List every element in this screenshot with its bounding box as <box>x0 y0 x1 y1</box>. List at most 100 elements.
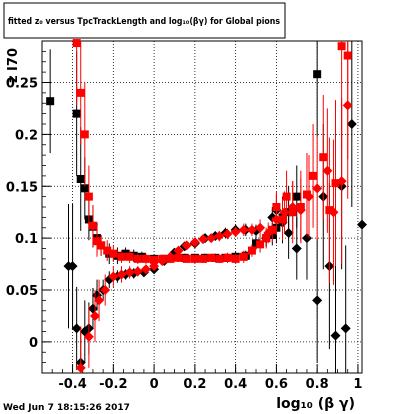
data-point <box>132 266 143 277</box>
data-point <box>238 224 249 235</box>
data-point <box>291 243 302 254</box>
data-point <box>141 254 150 263</box>
data-point <box>199 254 208 263</box>
data-point <box>84 192 93 201</box>
data-point <box>124 267 135 278</box>
data-point <box>246 224 257 235</box>
data-point <box>140 264 151 275</box>
data-point <box>287 202 298 212</box>
data-point <box>80 184 89 193</box>
data-point <box>252 239 261 248</box>
data-point <box>342 100 353 111</box>
data-point <box>346 119 357 129</box>
data-point <box>313 70 322 79</box>
data-point <box>337 42 346 51</box>
data-point <box>129 251 138 260</box>
data-point <box>325 206 334 215</box>
data-point <box>116 269 127 280</box>
y-tick-label: 0.25 <box>6 77 38 92</box>
data-point <box>198 234 209 245</box>
data-point <box>357 219 367 230</box>
data-point <box>292 192 301 201</box>
data-point <box>97 241 106 250</box>
data-point <box>336 176 347 187</box>
x-axis: -0.4 -0.2 0 0.2 0.4 0.6 0.8 1 <box>51 364 362 392</box>
chart-title-frame <box>3 2 286 39</box>
x-tick-label: 1 <box>353 377 362 392</box>
data-point <box>137 252 146 261</box>
data-point <box>279 207 290 218</box>
data-point <box>125 252 134 261</box>
data-point <box>207 253 216 262</box>
chart-title-box: fitted z₀ versus TpcTrackLength and log₁… <box>3 2 286 39</box>
data-point <box>223 253 232 262</box>
data-point <box>189 237 200 248</box>
data-point <box>182 254 191 263</box>
timestamp-footer: Wed Jun 7 18:15:26 2017 <box>3 403 130 413</box>
data-point <box>282 192 291 201</box>
data-point <box>149 261 160 272</box>
data-point <box>222 228 233 239</box>
data-point <box>76 174 85 183</box>
data-point <box>173 245 184 256</box>
data-point <box>190 254 199 263</box>
data-point <box>328 207 339 218</box>
chart-title: fitted z₀ versus TpcTrackLength and log₁… <box>8 17 280 27</box>
data-point <box>312 295 323 306</box>
data-point <box>230 226 241 237</box>
data-point <box>262 234 271 243</box>
data-point <box>113 251 122 260</box>
data-point <box>108 271 119 282</box>
data-point <box>206 233 217 244</box>
data-point <box>121 249 130 258</box>
data-point <box>331 179 340 188</box>
y-tick-label: 0.05 <box>6 284 38 299</box>
x-tick-label: -0.2 <box>99 377 127 392</box>
x-tick-label: 0.4 <box>224 377 247 392</box>
data-point <box>46 97 55 106</box>
y-axis: 0 0.05 0.1 0.15 0.2 0.25 <box>6 50 51 364</box>
plot-frame <box>41 40 363 374</box>
data-point <box>309 171 318 180</box>
data-point <box>76 88 85 97</box>
x-axis-label: log₁₀ (β γ) <box>276 396 355 412</box>
data-point <box>83 331 94 342</box>
data-point <box>150 255 159 264</box>
data-point <box>271 214 282 225</box>
data-point <box>181 240 192 251</box>
data-point <box>283 227 294 238</box>
x-tick-label: 0 <box>150 377 159 392</box>
data-point <box>109 249 118 258</box>
data-point <box>211 253 220 262</box>
data-point <box>89 310 100 321</box>
data-point <box>174 253 183 262</box>
data-point <box>231 254 240 263</box>
plot-frame-group <box>41 40 363 374</box>
data-point <box>67 261 78 272</box>
data-point <box>247 246 256 255</box>
data-point <box>239 252 248 261</box>
data-point <box>80 130 89 139</box>
data-point <box>133 254 142 263</box>
data-point <box>340 323 351 334</box>
data-point <box>71 323 82 334</box>
x-tick-label: 0.8 <box>306 377 329 392</box>
x-tick-label: 0.6 <box>265 377 288 392</box>
data-point <box>72 39 81 48</box>
data-point <box>103 246 112 255</box>
data-point <box>88 221 97 230</box>
data-point <box>268 225 277 234</box>
data-point <box>256 240 265 249</box>
data-series <box>46 39 367 373</box>
data-point <box>319 153 328 162</box>
data-point <box>214 231 225 242</box>
data-point <box>312 183 323 194</box>
data-point <box>117 252 126 261</box>
data-point <box>157 255 168 266</box>
x-tick-label: -0.4 <box>58 377 86 392</box>
data-point <box>72 109 81 118</box>
data-point <box>94 295 105 306</box>
y-tick-label: 0.15 <box>6 180 38 195</box>
data-point <box>165 251 176 262</box>
